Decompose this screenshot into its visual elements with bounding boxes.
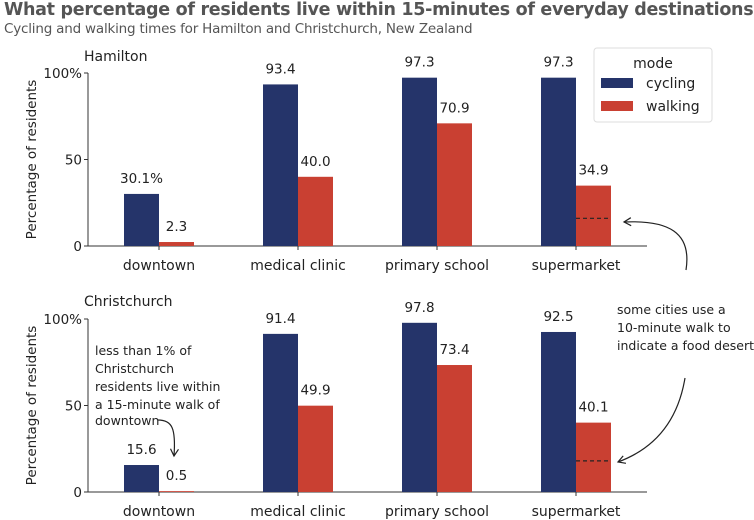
panel-christchurch: Christchurch 0 50 100%Percentage of residen… (24, 294, 647, 520)
bar-cycling (402, 77, 437, 247)
downtown-note-line: residents live within (95, 379, 220, 394)
bar-walking (437, 123, 472, 246)
data-label-cycling: 97.8 (404, 300, 434, 316)
food-desert-note-line: some cities use a (617, 302, 726, 317)
data-label-walking: 34.9 (578, 163, 608, 179)
panel-title: Hamilton (84, 49, 147, 65)
food-desert-annotation: some cities use a 10-minute walk to indi… (616, 217, 754, 464)
data-label-walking: 70.9 (439, 100, 469, 116)
legend-swatch-walking (601, 101, 633, 111)
downtown-note-line: less than 1% of (95, 343, 192, 358)
data-label-walking: 40.1 (578, 400, 608, 416)
downtown-note-line: Christchurch (95, 361, 174, 376)
data-label-cycling: 15.6 (126, 442, 156, 458)
y-axis-label: Percentage of residents (24, 326, 40, 486)
downtown-arrow (157, 419, 179, 458)
y-tick-label: 0 (73, 485, 82, 501)
data-label-walking: 73.4 (439, 342, 469, 358)
bar-walking (437, 365, 472, 492)
x-tick-label: medical clinic (250, 258, 346, 274)
legend-swatch-cycling (601, 78, 633, 88)
bar-cycling (124, 465, 159, 492)
food-desert-arrow-bottom (616, 377, 686, 464)
x-tick-label: supermarket (532, 258, 621, 274)
y-tick-label: 50 (65, 399, 82, 415)
x-tick-label: primary school (385, 504, 489, 520)
legend: mode cycling walking (593, 47, 713, 123)
data-label-cycling: 97.3 (404, 55, 434, 71)
data-label-walking: 49.9 (300, 383, 330, 399)
food-desert-arrow-top (622, 217, 688, 271)
data-label-walking: 0.5 (166, 468, 187, 484)
bar-walking (159, 242, 194, 246)
chart-subtitle: Cycling and walking times for Hamilton a… (4, 21, 473, 37)
legend-title: mode (633, 56, 673, 72)
data-label-cycling: 30.1% (120, 171, 163, 187)
bar-cycling (402, 322, 437, 492)
downtown-note-line: a 15-minute walk of (95, 397, 220, 412)
food-desert-note-line: 10-minute walk to (617, 320, 731, 335)
legend-label-walking: walking (646, 99, 700, 115)
data-label-walking: 40.0 (300, 154, 330, 170)
y-tick-label: 50 (65, 153, 82, 169)
data-label-cycling: 91.4 (265, 311, 295, 327)
bar-cycling (124, 193, 159, 246)
x-tick-label: downtown (123, 258, 195, 274)
downtown-annotation: less than 1% of Christchurch residents l… (95, 343, 220, 458)
downtown-note-line: downtown (95, 413, 159, 428)
bar-walking (159, 491, 194, 492)
bar-cycling (263, 333, 298, 492)
bar-cycling (541, 77, 576, 247)
x-tick-label: downtown (123, 504, 195, 520)
bar-walking (298, 176, 333, 246)
data-label-walking: 2.3 (166, 219, 187, 235)
y-axis-label: Percentage of residents (24, 80, 40, 240)
panel-hamilton: Hamilton 0 50 100%Percentage of residents do… (24, 49, 647, 274)
data-label-cycling: 97.3 (543, 55, 573, 71)
y-tick-label: 100% (43, 66, 82, 82)
data-label-cycling: 92.5 (543, 309, 573, 325)
bar-walking (298, 405, 333, 492)
bar-cycling (541, 331, 576, 492)
y-tick-label: 100% (43, 312, 82, 328)
bar-walking (576, 422, 611, 492)
x-tick-label: primary school (385, 258, 489, 274)
bar-walking (576, 185, 611, 246)
legend-label-cycling: cycling (646, 76, 695, 92)
x-tick-label: medical clinic (250, 504, 346, 520)
x-tick-label: supermarket (532, 504, 621, 520)
panel-title: Christchurch (84, 294, 173, 310)
bar-cycling (263, 84, 298, 246)
data-label-cycling: 93.4 (265, 61, 295, 77)
food-desert-note-line: indicate a food desert (617, 338, 754, 353)
y-tick-label: 0 (73, 239, 82, 255)
chart-title: What percentage of residents live within… (4, 0, 754, 20)
